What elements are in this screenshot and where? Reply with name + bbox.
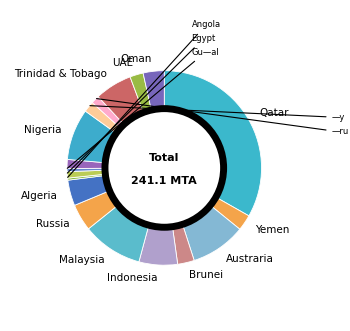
Wedge shape: [173, 225, 194, 264]
Text: Trinidad & Tobago: Trinidad & Tobago: [14, 70, 106, 79]
Text: Indonesia: Indonesia: [107, 273, 158, 283]
Wedge shape: [89, 206, 148, 262]
Text: Brunei: Brunei: [189, 270, 223, 280]
Text: Algeria: Algeria: [21, 191, 58, 201]
Text: Oman: Oman: [121, 54, 152, 64]
Text: Gu—al: Gu—al: [67, 48, 219, 168]
Wedge shape: [139, 226, 178, 265]
Wedge shape: [68, 175, 108, 205]
Wedge shape: [130, 73, 151, 112]
Text: Malaysia: Malaysia: [58, 255, 104, 265]
Wedge shape: [75, 191, 117, 229]
Text: 241.1 MTA: 241.1 MTA: [131, 175, 197, 186]
Text: —ru: —ru: [97, 99, 349, 136]
Wedge shape: [183, 206, 240, 260]
Text: Yemen: Yemen: [255, 225, 289, 235]
Text: Egypt: Egypt: [67, 34, 216, 173]
Wedge shape: [98, 77, 143, 124]
Text: Qatar: Qatar: [259, 108, 289, 118]
Wedge shape: [67, 170, 104, 178]
Wedge shape: [68, 111, 116, 163]
Wedge shape: [92, 97, 123, 127]
Wedge shape: [67, 160, 104, 168]
Text: Total: Total: [149, 153, 180, 163]
Wedge shape: [85, 103, 120, 133]
Text: —y: —y: [90, 106, 345, 122]
Wedge shape: [67, 168, 104, 172]
Text: Angola: Angola: [68, 21, 220, 177]
Text: UAE: UAE: [112, 58, 133, 68]
Wedge shape: [68, 174, 105, 180]
Wedge shape: [211, 198, 249, 229]
Text: Russia: Russia: [36, 219, 70, 229]
Text: Austraria: Austraria: [226, 254, 274, 263]
Text: Nigeria: Nigeria: [24, 125, 61, 135]
Circle shape: [105, 109, 224, 227]
Wedge shape: [143, 71, 164, 109]
Wedge shape: [164, 71, 261, 216]
